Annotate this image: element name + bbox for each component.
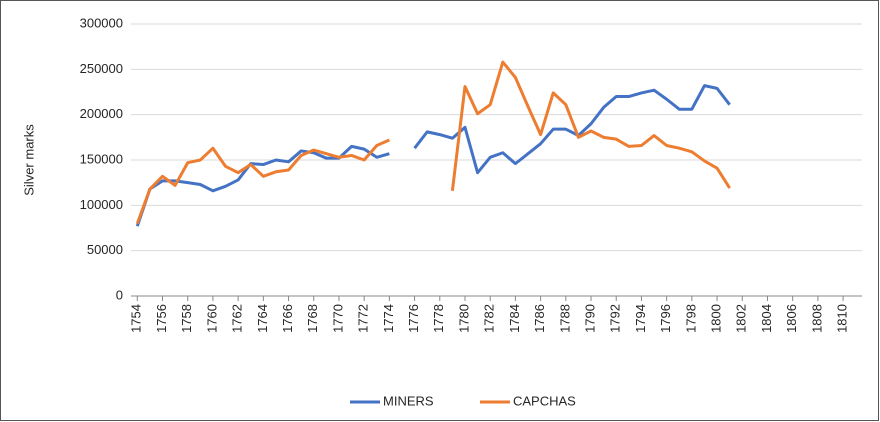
x-tick-label: 1810 bbox=[835, 304, 850, 333]
x-tick-label: 1758 bbox=[179, 304, 194, 333]
y-tick-label: 150000 bbox=[80, 151, 123, 166]
series-line bbox=[135, 84, 731, 227]
y-axis-label: Silver marks bbox=[21, 124, 36, 196]
x-tick-label: 1792 bbox=[608, 304, 623, 333]
x-tick-label: 1784 bbox=[507, 304, 522, 333]
x-tick-label: 1756 bbox=[154, 304, 169, 333]
x-tick-label: 1808 bbox=[809, 304, 824, 333]
x-tick-label: 1806 bbox=[784, 304, 799, 333]
x-tick-label: 1780 bbox=[456, 304, 471, 333]
x-tick-label: 1800 bbox=[708, 304, 723, 333]
y-tick-label: 0 bbox=[116, 287, 123, 302]
x-tick-label: 1762 bbox=[230, 304, 245, 333]
x-tick-label: 1782 bbox=[482, 304, 497, 333]
x-tick-label: 1788 bbox=[557, 304, 572, 333]
y-tick-label: 300000 bbox=[80, 15, 123, 30]
x-tick-label: 1768 bbox=[305, 304, 320, 333]
x-tick-label: 1802 bbox=[734, 304, 749, 333]
x-tick-label: 1772 bbox=[356, 304, 371, 333]
x-tick-label: 1764 bbox=[255, 304, 270, 333]
series-line bbox=[135, 60, 731, 224]
x-tick-label: 1804 bbox=[759, 304, 774, 333]
x-tick-label: 1790 bbox=[582, 304, 597, 333]
x-tick-label: 1760 bbox=[204, 304, 219, 333]
x-tick-label: 1766 bbox=[280, 304, 295, 333]
x-tick-label: 1786 bbox=[532, 304, 547, 333]
x-tick-label: 1776 bbox=[406, 304, 421, 333]
x-tick-label: 1798 bbox=[683, 304, 698, 333]
x-tick-label: 1796 bbox=[658, 304, 673, 333]
x-tick-label: 1774 bbox=[381, 304, 396, 333]
x-tick-label: 1770 bbox=[330, 304, 345, 333]
x-tick-label: 1754 bbox=[129, 304, 144, 333]
x-tick-label: 1794 bbox=[633, 304, 648, 333]
y-tick-label: 250000 bbox=[80, 61, 123, 76]
x-tick-label: 1778 bbox=[431, 304, 446, 333]
legend-label: MINERS bbox=[383, 393, 434, 408]
y-tick-label: 100000 bbox=[80, 197, 123, 212]
y-tick-label: 50000 bbox=[87, 242, 123, 257]
y-tick-label: 200000 bbox=[80, 106, 123, 121]
legend-label: CAPCHAS bbox=[513, 393, 576, 408]
